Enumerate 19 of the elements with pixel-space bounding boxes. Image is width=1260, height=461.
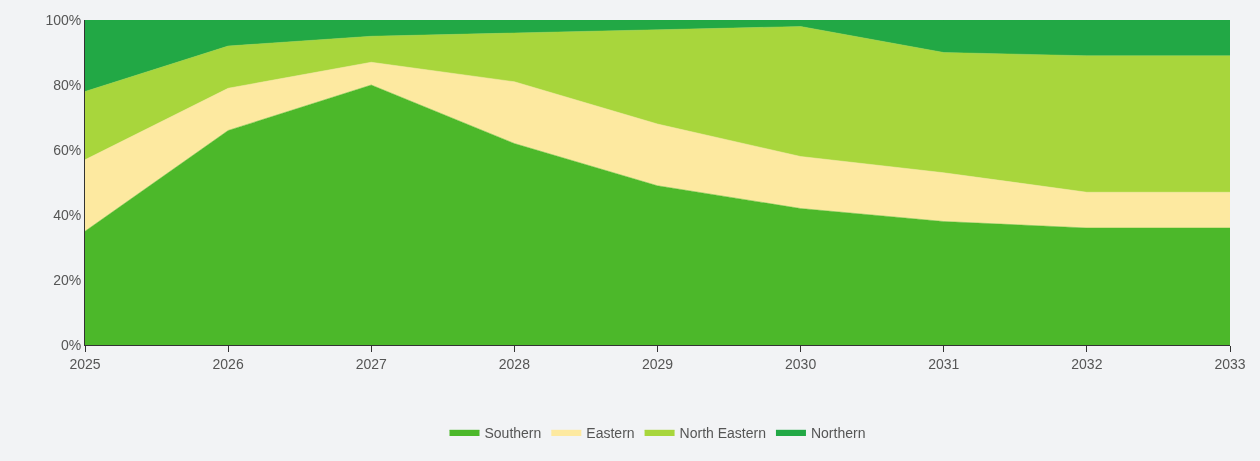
x-tick-label: 2025 — [69, 355, 101, 372]
x-tick-label: 2027 — [355, 355, 388, 372]
y-tick-label: 0% — [60, 336, 82, 353]
y-tick-label: 60% — [53, 141, 82, 158]
legend-label: Eastern — [586, 424, 635, 441]
legend-label: North Eastern — [679, 424, 766, 441]
x-tick-label: 2033 — [1214, 355, 1246, 372]
x-tick-label: 2030 — [785, 355, 817, 372]
y-tick-label: 20% — [53, 271, 82, 288]
y-tick-label: 40% — [53, 206, 82, 223]
x-tick-label: 2028 — [498, 355, 531, 372]
y-tick-label: 100% — [45, 11, 82, 28]
x-tick-label: 2029 — [641, 355, 674, 372]
legend-label: Northern — [810, 424, 866, 441]
y-tick-label: 80% — [53, 76, 82, 93]
legend-label: Southern — [484, 424, 542, 441]
x-tick-label: 2026 — [212, 355, 244, 372]
x-tick-label: 2032 — [1071, 355, 1103, 372]
x-tick-label: 2031 — [928, 355, 960, 372]
